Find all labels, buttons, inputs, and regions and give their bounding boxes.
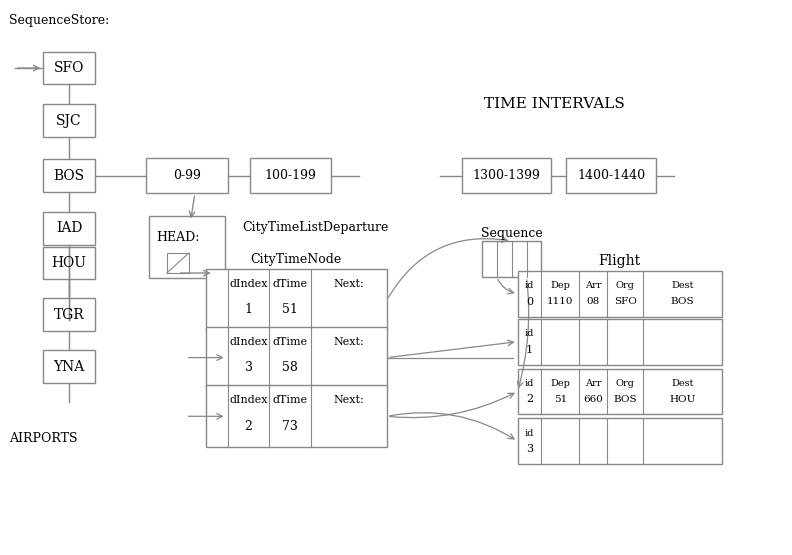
Text: Org: Org xyxy=(615,281,634,290)
Text: HOU: HOU xyxy=(51,256,86,270)
Text: 0: 0 xyxy=(526,297,533,307)
Text: id: id xyxy=(525,329,535,338)
Text: Next:: Next: xyxy=(333,337,364,347)
Text: 1: 1 xyxy=(245,304,253,316)
Text: id: id xyxy=(525,379,535,388)
Text: 660: 660 xyxy=(584,395,604,404)
Text: HEAD:: HEAD: xyxy=(156,231,200,244)
Bar xyxy=(518,369,722,415)
Text: 100-199: 100-199 xyxy=(265,169,316,182)
Text: Flight: Flight xyxy=(599,254,641,268)
Bar xyxy=(518,418,722,464)
Bar xyxy=(566,158,656,194)
Text: 1110: 1110 xyxy=(547,297,573,306)
Text: 1300-1399: 1300-1399 xyxy=(473,169,541,182)
Text: IAD: IAD xyxy=(56,221,82,235)
Bar xyxy=(206,269,387,331)
Text: SequenceStore:: SequenceStore: xyxy=(10,14,109,27)
Text: TGR: TGR xyxy=(54,308,85,322)
Bar xyxy=(44,350,95,383)
Text: BOS: BOS xyxy=(613,395,637,404)
Text: Sequence: Sequence xyxy=(481,227,543,240)
Text: dTime: dTime xyxy=(272,395,308,405)
Text: 0-99: 0-99 xyxy=(173,169,200,182)
Text: 51: 51 xyxy=(554,395,567,404)
Text: dTime: dTime xyxy=(272,279,308,289)
Bar xyxy=(146,158,227,194)
Text: Arr: Arr xyxy=(585,379,602,388)
Text: Dep: Dep xyxy=(550,281,570,290)
Text: SJC: SJC xyxy=(56,114,82,128)
Text: 2: 2 xyxy=(245,420,253,433)
Text: 08: 08 xyxy=(587,297,600,306)
Text: BOS: BOS xyxy=(54,169,85,183)
Text: dIndex: dIndex xyxy=(229,337,268,347)
Text: id: id xyxy=(525,428,535,438)
Text: Next:: Next: xyxy=(333,395,364,405)
Text: SFO: SFO xyxy=(54,61,84,75)
Text: 2: 2 xyxy=(526,395,533,405)
Text: 1400-1440: 1400-1440 xyxy=(577,169,645,182)
Text: Org: Org xyxy=(615,379,634,388)
Text: 73: 73 xyxy=(283,420,299,433)
Text: 51: 51 xyxy=(283,304,299,316)
Text: 3: 3 xyxy=(245,361,253,374)
Text: 3: 3 xyxy=(526,444,533,454)
Text: TIME INTERVALS: TIME INTERVALS xyxy=(484,97,625,111)
Text: dTime: dTime xyxy=(272,337,308,347)
Bar xyxy=(44,159,95,192)
Bar xyxy=(167,253,188,273)
Text: Dest: Dest xyxy=(672,379,694,388)
Text: CityTimeListDeparture: CityTimeListDeparture xyxy=(242,221,389,234)
Text: dIndex: dIndex xyxy=(229,395,268,405)
Text: CityTimeNode: CityTimeNode xyxy=(251,253,342,266)
Text: Dest: Dest xyxy=(672,281,694,290)
Text: id: id xyxy=(525,281,535,290)
Bar xyxy=(44,299,95,331)
Text: Next:: Next: xyxy=(333,279,364,289)
Text: SFO: SFO xyxy=(614,297,637,306)
Bar xyxy=(462,158,551,194)
Bar xyxy=(44,52,95,84)
Text: dIndex: dIndex xyxy=(229,279,268,289)
Bar xyxy=(44,212,95,245)
Text: BOS: BOS xyxy=(671,297,695,306)
Text: HOU: HOU xyxy=(669,395,695,404)
Bar xyxy=(206,327,387,388)
Bar xyxy=(518,319,722,365)
Text: AIRPORTS: AIRPORTS xyxy=(10,432,78,445)
Text: 1: 1 xyxy=(526,345,533,355)
Text: Dep: Dep xyxy=(550,379,570,388)
Text: Arr: Arr xyxy=(585,281,602,290)
Bar xyxy=(149,216,225,278)
Bar xyxy=(518,271,722,317)
Bar xyxy=(249,158,331,194)
Text: 58: 58 xyxy=(283,361,299,374)
Bar xyxy=(44,104,95,137)
Bar xyxy=(44,246,95,280)
Bar xyxy=(482,241,542,277)
Text: YNA: YNA xyxy=(54,360,85,374)
Bar xyxy=(206,386,387,447)
